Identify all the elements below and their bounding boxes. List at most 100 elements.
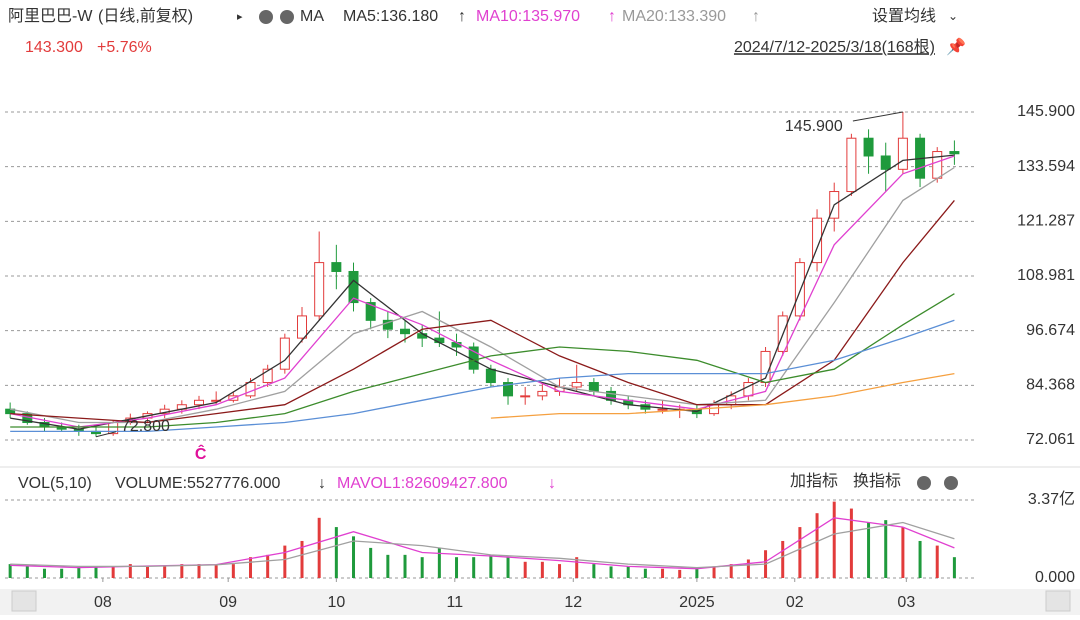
volume-bar — [42, 568, 46, 578]
arrow: ↑ — [608, 8, 616, 25]
mavol-label: MAVOL1:82609427.800 — [337, 475, 508, 492]
candle-body — [503, 382, 514, 397]
volume-bar — [746, 559, 750, 578]
volume-bar — [163, 566, 167, 578]
x-tick-label: 02 — [786, 594, 804, 611]
volume-bar — [214, 565, 218, 578]
volume-bar — [643, 568, 647, 578]
candle-body — [400, 328, 411, 335]
close-icon[interactable] — [280, 10, 294, 24]
volume-bar — [386, 554, 390, 578]
volume-bar — [798, 527, 802, 578]
candle-body — [812, 217, 823, 264]
volume-bar — [626, 566, 630, 578]
y-tick-label: 133.594 — [1017, 158, 1075, 175]
y-tick-label: 96.674 — [1026, 322, 1075, 339]
y-tick-label: 121.287 — [1017, 213, 1075, 230]
y-tick-label: 145.900 — [1017, 103, 1075, 120]
volume-bar — [867, 522, 871, 578]
ma-line — [490, 372, 955, 419]
volume-bar — [60, 568, 64, 578]
volume-bar — [592, 564, 596, 578]
event-marker: Ĉ — [195, 444, 207, 463]
candle-body — [537, 390, 548, 397]
ma5: MA5:136.180 — [343, 8, 438, 25]
candle-body — [348, 270, 359, 304]
annotation-arrow — [95, 431, 117, 438]
volume-bar — [283, 545, 287, 578]
candle-body — [846, 137, 857, 193]
arrow: ↓ — [548, 475, 556, 492]
x-tick-label: 2025 — [679, 594, 715, 611]
ma-line — [10, 319, 955, 433]
volume-bar — [729, 564, 733, 578]
annotation: 72.800 — [121, 418, 170, 435]
candle-body — [880, 155, 891, 170]
scroll-right[interactable] — [1045, 590, 1071, 612]
volume-bar — [25, 566, 29, 578]
volume-label: VOLUME:5527776.000 — [115, 475, 281, 492]
date-range[interactable]: 2024/7/12-2025/3/18(168根) — [734, 38, 935, 56]
volume-bar — [661, 568, 665, 578]
pin-icon[interactable]: 📌 — [946, 37, 966, 56]
volume-bar — [695, 568, 699, 578]
annotation: 145.900 — [785, 118, 843, 135]
volume-bar — [197, 564, 201, 578]
volume-bar — [334, 527, 338, 578]
close-icon[interactable] — [944, 476, 958, 490]
volume-bar — [609, 566, 613, 578]
add-indicator[interactable]: 加指标 — [790, 472, 838, 490]
candle-body — [588, 382, 599, 392]
candle-body — [211, 399, 222, 402]
candle-body — [863, 137, 874, 157]
annotation-arrow — [852, 111, 903, 122]
candle-body — [571, 382, 582, 388]
price: 143.300 — [25, 39, 83, 56]
candle-body — [794, 262, 805, 317]
volume-bar — [558, 564, 562, 578]
candle-body — [279, 337, 290, 370]
scrollbar[interactable] — [0, 589, 1080, 615]
candle-body — [245, 382, 256, 397]
settings[interactable]: 设置均线 — [872, 7, 936, 25]
volume-bar — [145, 566, 149, 578]
volume-bar — [952, 557, 956, 578]
volume-bar — [523, 561, 527, 578]
dropdown-icon[interactable]: ▸ — [237, 11, 243, 23]
volume-bar — [94, 566, 98, 578]
stock-name: 阿里巴巴-W — [8, 7, 93, 25]
chevron[interactable]: ⌄ — [948, 9, 958, 23]
candle-body — [365, 302, 376, 321]
ma-label: MA — [300, 8, 324, 25]
volume-bar — [300, 540, 304, 578]
ma-line — [10, 199, 955, 424]
volume-bar — [249, 557, 253, 578]
y-tick-label: 72.061 — [1026, 431, 1075, 448]
x-tick-label: 10 — [327, 594, 345, 611]
gear-icon[interactable] — [917, 476, 931, 490]
ma20: MA20:133.390 — [622, 8, 726, 25]
arrow: ↑ — [752, 8, 760, 25]
gear-icon[interactable] — [259, 10, 273, 24]
arrow: ↑ — [458, 8, 466, 25]
volume-bar — [540, 561, 544, 578]
volume-bar — [712, 566, 716, 578]
candle-body — [262, 368, 273, 384]
x-tick-label: 12 — [564, 594, 582, 611]
ma-line — [10, 154, 955, 430]
y-tick-label: 3.37亿 — [1028, 490, 1075, 508]
ma-line — [10, 166, 955, 424]
volume-bar — [266, 554, 270, 578]
volume-bar — [935, 545, 939, 578]
scroll-left[interactable] — [11, 590, 37, 612]
change: +5.76% — [97, 39, 152, 56]
volume-bar — [111, 566, 115, 578]
volume-bar — [918, 540, 922, 578]
vol-label: VOL(5,10) — [18, 475, 92, 492]
volume-bar — [884, 520, 888, 578]
x-tick-label: 08 — [94, 594, 112, 611]
y-tick-label: 0.000 — [1035, 569, 1075, 586]
volume-bar — [437, 547, 441, 578]
switch-indicator[interactable]: 换指标 — [853, 472, 901, 490]
